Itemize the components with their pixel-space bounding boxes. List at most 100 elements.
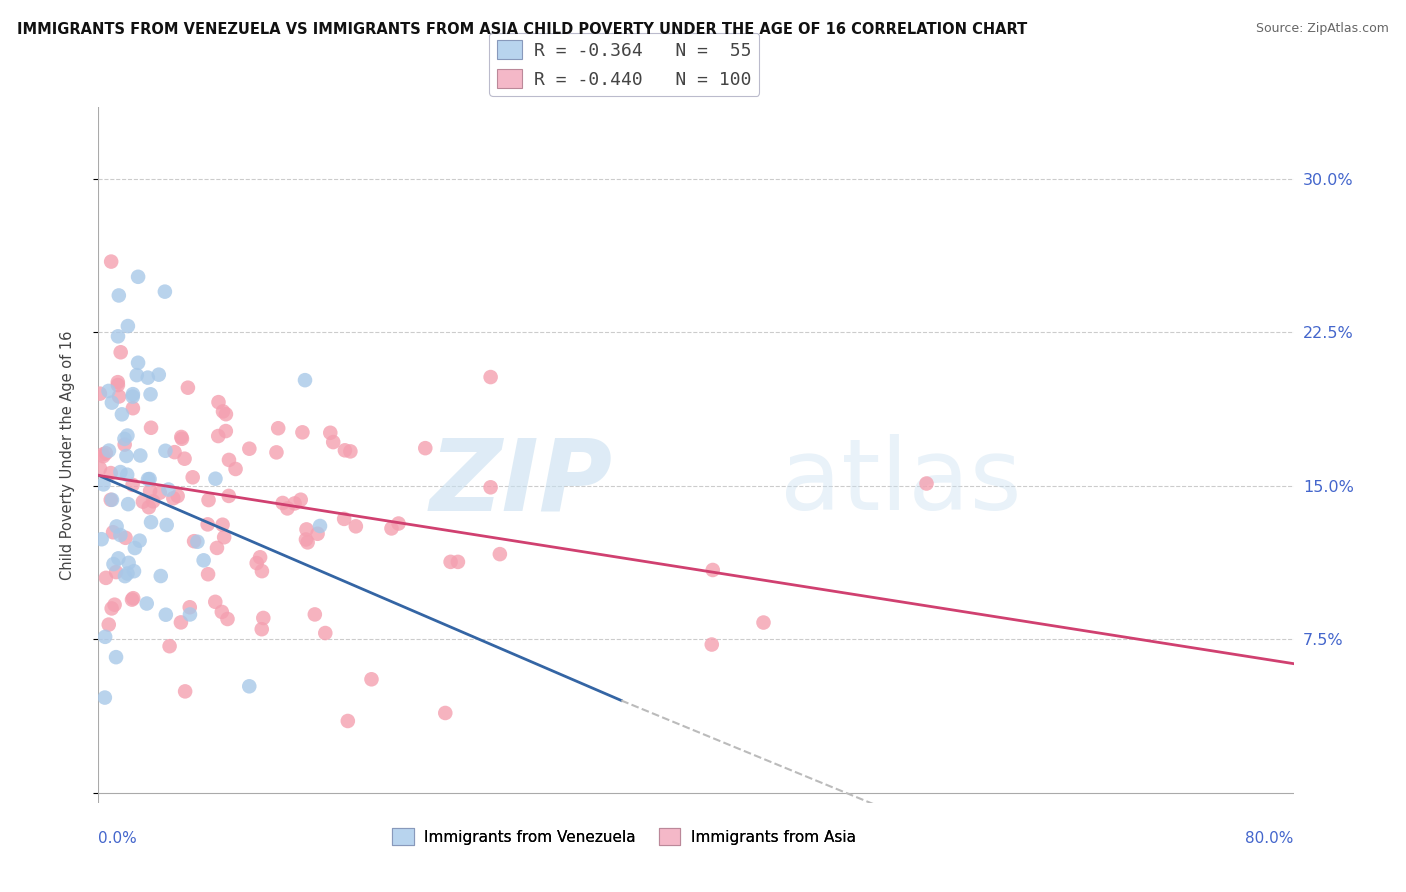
Point [322,435,344,450]
Point [439,555,461,569]
Point [110,465,132,479]
Point [215,424,238,438]
Point [276,501,298,516]
Point [94,690,117,705]
Point [101,525,124,540]
Point [114,432,136,446]
Point [271,496,294,510]
Point [304,607,326,622]
Point [107,551,129,566]
Point [217,612,239,626]
Point [339,444,361,458]
Point [100,492,122,507]
Point [110,528,132,542]
Point [207,395,229,409]
Point [122,591,145,606]
Point [115,449,138,463]
Point [700,638,723,652]
Point [91,449,114,463]
Point [97,384,120,398]
Point [197,493,219,508]
Text: 80.0%: 80.0% [1246,830,1294,846]
Point [174,684,197,698]
Point [94,571,117,585]
Point [336,714,359,728]
Point [434,706,457,720]
Point [97,443,120,458]
Point [294,373,316,387]
Point [183,534,205,549]
Point [291,425,314,440]
Point [246,556,269,570]
Point [115,467,138,482]
Point [122,387,145,401]
Point [138,472,160,486]
Point [117,566,139,581]
Point [179,607,201,622]
Point [93,477,115,491]
Point [128,533,150,548]
Point [159,639,181,653]
Point [94,630,117,644]
Point [122,564,145,578]
Point [156,518,179,533]
Point [915,476,938,491]
Point [155,607,177,622]
Point [249,550,271,565]
Point [479,370,502,384]
Point [149,569,172,583]
Point [170,615,193,630]
Point [127,269,149,284]
Text: 0.0%: 0.0% [98,830,138,846]
Point [193,553,215,567]
Point [170,432,193,446]
Point [267,421,290,435]
Point [479,480,502,494]
Point [107,329,129,343]
Point [124,541,146,555]
Point [117,497,139,511]
Point [295,522,318,536]
Point [212,404,235,418]
Point [250,622,273,636]
Point [197,517,219,532]
Point [215,407,238,421]
Text: IMMIGRANTS FROM VENEZUELA VS IMMIGRANTS FROM ASIA CHILD POVERTY UNDER THE AGE OF: IMMIGRANTS FROM VENEZUELA VS IMMIGRANTS … [17,22,1028,37]
Point [702,563,724,577]
Point [105,565,128,579]
Point [186,534,208,549]
Point [90,533,112,547]
Point [162,491,184,506]
Point [110,345,132,359]
Point [114,569,136,583]
Point [105,519,128,533]
Point [136,472,159,486]
Point [225,462,247,476]
Point [94,446,117,460]
Text: atlas: atlas [779,434,1021,532]
Point [250,564,273,578]
Point [218,489,240,503]
Point [218,453,240,467]
Point [238,442,260,456]
Point [333,512,356,526]
Point [101,492,124,507]
Point [105,650,128,665]
Point [122,401,145,416]
Point [173,451,195,466]
Point [121,592,143,607]
Point [314,626,336,640]
Point [211,605,233,619]
Point [114,437,136,451]
Point [177,381,200,395]
Point [204,472,226,486]
Point [138,500,160,515]
Point [238,679,260,693]
Point [181,470,204,484]
Point [121,390,143,404]
Point [108,288,131,302]
Text: ZIP: ZIP [429,434,613,532]
Point [252,611,274,625]
Point [108,389,131,403]
Point [211,517,233,532]
